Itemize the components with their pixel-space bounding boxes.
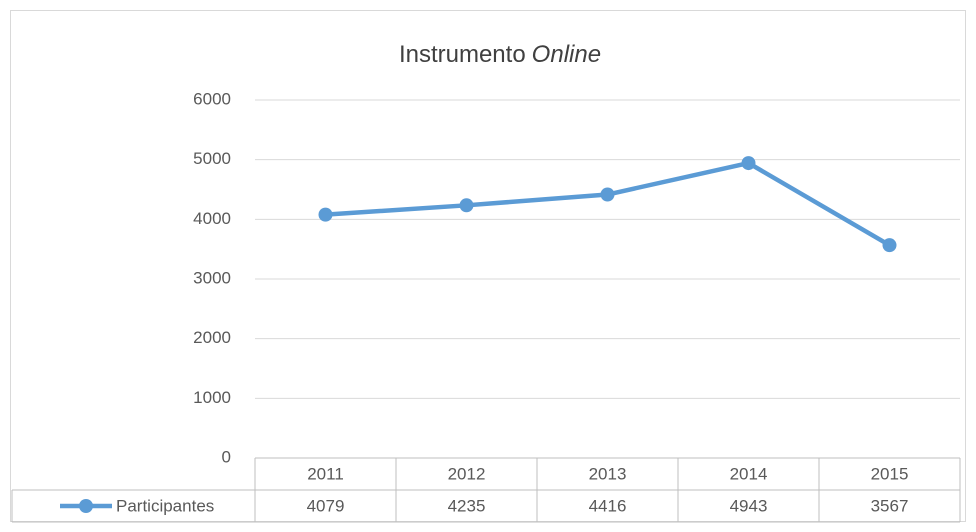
marker [459,198,474,213]
marker [741,156,756,171]
y-tick-label: 1000 [193,388,231,407]
y-tick-label: 6000 [193,89,231,108]
y-tick-label: 4000 [193,209,231,228]
marker [318,207,333,222]
y-tick-label: 2000 [193,328,231,347]
table-value: 4943 [730,496,768,515]
chart-border [10,10,966,522]
chart-title: Instrumento Online [399,41,601,68]
table-value: 4079 [307,496,345,515]
legend-label: Participantes [116,496,214,515]
table-value: 3567 [871,496,909,515]
title-text: Instrumento [399,41,526,68]
table-value: 4235 [448,496,486,515]
x-tick-label: 2011 [307,464,344,483]
x-tick-label: 2013 [589,464,627,483]
x-tick-label: 2014 [730,464,768,483]
title-italic: Online [532,41,601,68]
table-value: 4416 [589,496,627,515]
y-tick-label: 3000 [193,268,231,287]
legend-marker [79,499,93,513]
y-tick-label: 0 [222,447,231,466]
marker [882,238,897,253]
x-tick-label: 2015 [871,464,909,483]
x-tick-label: 2012 [448,464,486,483]
marker [600,187,615,202]
y-tick-label: 5000 [193,149,231,168]
